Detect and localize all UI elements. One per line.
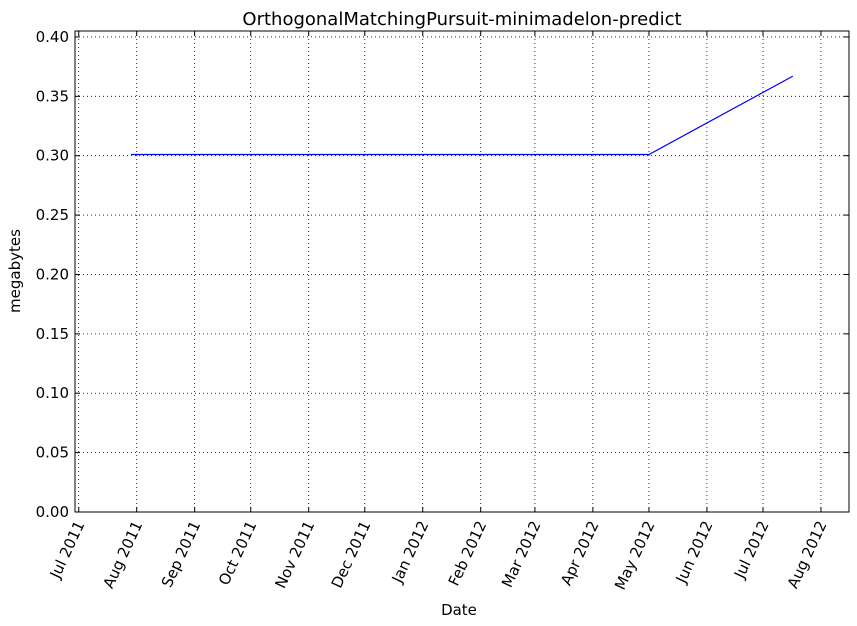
y-tick-label: 0.05 (36, 444, 69, 462)
x-tick-label: Oct 2011 (215, 518, 260, 588)
x-tick-label: Dec 2011 (328, 518, 375, 591)
x-tick-label: Jan 2012 (388, 518, 433, 586)
y-axis: 0.00 0.05 0.10 0.15 0.20 0.25 0.30 0.35 0.40 (36, 28, 849, 521)
y-tick-label: 0.10 (36, 384, 69, 402)
x-tick-label: Jul 2012 (730, 518, 773, 582)
x-tick-label: Mar 2012 (498, 518, 544, 590)
y-tick-label: 0.25 (36, 206, 69, 224)
x-tick-label: Nov 2011 (271, 518, 318, 591)
grid (75, 31, 849, 513)
x-tick-label: Jul 2011 (46, 518, 89, 582)
y-axis-label: megabytes (6, 229, 24, 313)
plot-frame (74, 30, 850, 513)
y-tick-label: 0.35 (36, 87, 69, 105)
x-axis-label: Date (441, 601, 477, 619)
x-tick-label: Sep 2011 (158, 518, 204, 590)
x-tick-label: Feb 2012 (445, 518, 491, 589)
y-tick-label: 0.40 (36, 28, 69, 46)
x-axis: Jul 2011 Aug 2011 Sep 2011 Oct 2011 Nov 2011… (46, 31, 831, 593)
chart-title: OrthogonalMatchingPursuit-minimadelon-pr… (242, 9, 681, 30)
x-tick-label: Apr 2012 (557, 518, 602, 588)
x-tick-label: May 2012 (611, 518, 659, 593)
y-tick-label: 0.00 (36, 503, 69, 521)
series-line (131, 75, 794, 156)
y-tick-label: 0.20 (36, 265, 69, 283)
series-layer (130, 75, 794, 156)
x-tick-label: Aug 2012 (784, 518, 831, 591)
x-tick-label: Jun 2012 (672, 518, 717, 587)
y-tick-label: 0.30 (36, 147, 69, 165)
y-tick-label: 0.15 (36, 325, 69, 343)
x-tick-label: Aug 2011 (99, 518, 146, 591)
